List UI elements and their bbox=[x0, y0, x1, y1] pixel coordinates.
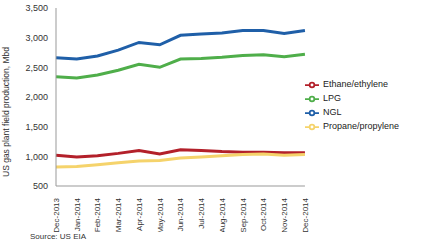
svg-text:Oct-2014: Oct-2014 bbox=[259, 197, 268, 230]
svg-text:Feb-2014: Feb-2014 bbox=[93, 197, 102, 232]
svg-text:Dec-2013: Dec-2013 bbox=[52, 197, 61, 232]
svg-text:May-2014: May-2014 bbox=[156, 197, 165, 232]
svg-text:US gas plant field production,: US gas plant field production, Mbd bbox=[8, 47, 11, 177]
svg-text:1,500: 1,500 bbox=[25, 122, 48, 132]
svg-text:Jun-2014: Jun-2014 bbox=[176, 197, 185, 231]
svg-text:500: 500 bbox=[33, 181, 48, 191]
svg-text:Mar-2014: Mar-2014 bbox=[114, 197, 123, 232]
svg-text:Apr-2014: Apr-2014 bbox=[135, 197, 144, 230]
html-text:LPG: LPG bbox=[322, 93, 341, 104]
html-text:Ethane/ethylene: Ethane/ethylene bbox=[322, 79, 388, 90]
svg-text:1,000: 1,000 bbox=[25, 152, 48, 162]
svg-text:Jul-2014: Jul-2014 bbox=[197, 197, 206, 228]
svg-text:Aug-2014: Aug-2014 bbox=[218, 197, 227, 232]
svg-text:Jan-2014: Jan-2014 bbox=[73, 197, 82, 231]
html-text:Propane/propylene: Propane/propylene bbox=[322, 121, 399, 132]
svg-text:Sep-2014: Sep-2014 bbox=[239, 197, 248, 232]
svg-text:Dec-2014: Dec-2014 bbox=[301, 197, 310, 232]
svg-text:3,000: 3,000 bbox=[25, 33, 48, 43]
html-text:NGL: NGL bbox=[322, 107, 342, 118]
html-text:Source: US EIA: Source: US EIA bbox=[30, 232, 86, 241]
svg-text:3,500: 3,500 bbox=[25, 3, 48, 13]
svg-text:2,500: 2,500 bbox=[25, 63, 48, 73]
svg-text:Nov-2014: Nov-2014 bbox=[280, 197, 289, 232]
svg-text:2,000: 2,000 bbox=[25, 92, 48, 102]
